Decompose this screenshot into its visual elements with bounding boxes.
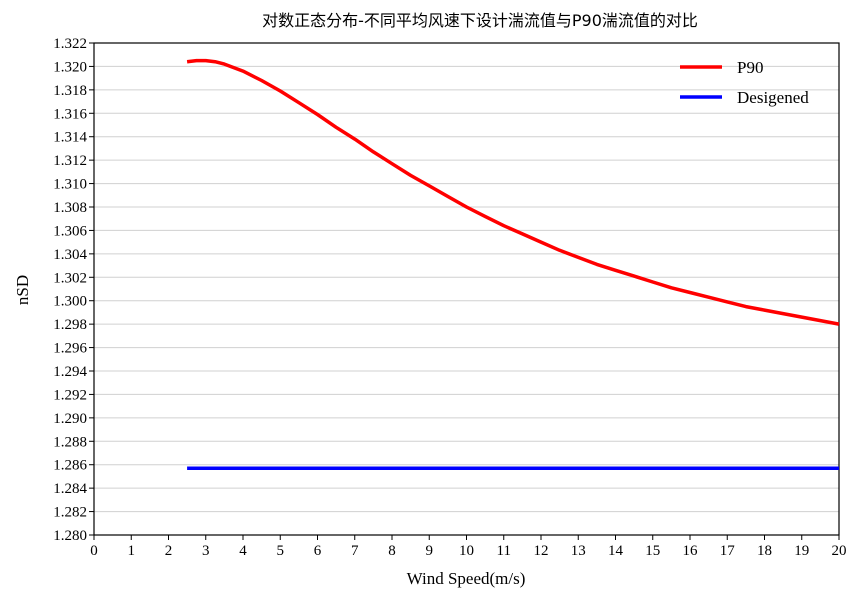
y-tick-label: 1.306 (53, 223, 87, 239)
legend-label: P90 (737, 58, 763, 77)
x-tick-label: 0 (90, 543, 98, 559)
x-tick-label: 4 (239, 543, 247, 559)
x-tick-label: 13 (571, 543, 586, 559)
chart-title: 对数正态分布-不同平均风速下设计湍流值与P90湍流值的对比 (262, 11, 698, 30)
x-tick-label: 17 (720, 543, 736, 559)
y-tick-label: 1.296 (53, 341, 87, 357)
plot-frame (93, 42, 840, 536)
grid (94, 65, 839, 513)
x-tick-label: 18 (757, 543, 772, 559)
x-tick-label: 8 (388, 543, 396, 559)
y-tick-label: 1.320 (53, 59, 87, 75)
y-axis-label: nSD (13, 275, 32, 305)
x-tick-label: 5 (277, 543, 285, 559)
x-tick-label: 1 (128, 543, 136, 559)
x-tick-label: 9 (426, 543, 434, 559)
y-tick-label: 1.318 (53, 83, 87, 99)
legend-label: Desigened (737, 88, 809, 107)
y-tick-label: 1.308 (53, 200, 87, 216)
y-tick-label: 1.288 (53, 434, 87, 450)
y-tick-label: 1.290 (53, 411, 87, 427)
series-line-p90 (186, 58, 840, 326)
series-group (186, 58, 840, 470)
x-tick-label: 14 (608, 543, 624, 559)
x-tick-label: 20 (832, 543, 847, 559)
x-tick-label: 19 (794, 543, 809, 559)
y-tick-label: 1.314 (53, 130, 87, 146)
y-tick-label: 1.312 (53, 153, 87, 169)
y-tick-label: 1.316 (53, 106, 87, 122)
x-tick-label: 16 (683, 543, 699, 559)
y-axis: 1.280 1.282 1.284 1.286 1.288 1.290 1.292 1.294… (53, 36, 94, 544)
y-tick-label: 1.302 (53, 270, 87, 286)
x-tick-label: 12 (534, 543, 549, 559)
y-tick-label: 1.294 (53, 364, 87, 380)
x-tick-label: 6 (314, 543, 322, 559)
x-tick-label: 7 (351, 543, 359, 559)
y-tick-label: 1.310 (53, 177, 87, 193)
y-tick-label: 1.292 (53, 387, 87, 403)
y-tick-label: 1.286 (53, 458, 87, 474)
y-tick-label: 1.280 (53, 528, 87, 544)
x-tick-label: 3 (202, 543, 210, 559)
x-tick-label: 10 (459, 543, 474, 559)
legend: P90 Desigened (680, 58, 809, 107)
x-tick-label: 11 (497, 543, 511, 559)
y-tick-label: 1.304 (53, 247, 87, 263)
x-axis: 0 1 2 3 4 5 6 7 8 9 10 11 12 13 14 15 16 17 18 19 20 (90, 535, 847, 559)
y-tick-label: 1.284 (53, 481, 87, 497)
y-tick-label: 1.282 (53, 505, 87, 521)
y-tick-label: 1.322 (53, 36, 87, 52)
x-tick-label: 2 (165, 543, 173, 559)
y-tick-label: 1.298 (53, 317, 87, 333)
x-tick-label: 15 (645, 543, 660, 559)
y-tick-label: 1.300 (53, 294, 87, 310)
x-axis-label: Wind Speed(m/s) (407, 569, 526, 588)
